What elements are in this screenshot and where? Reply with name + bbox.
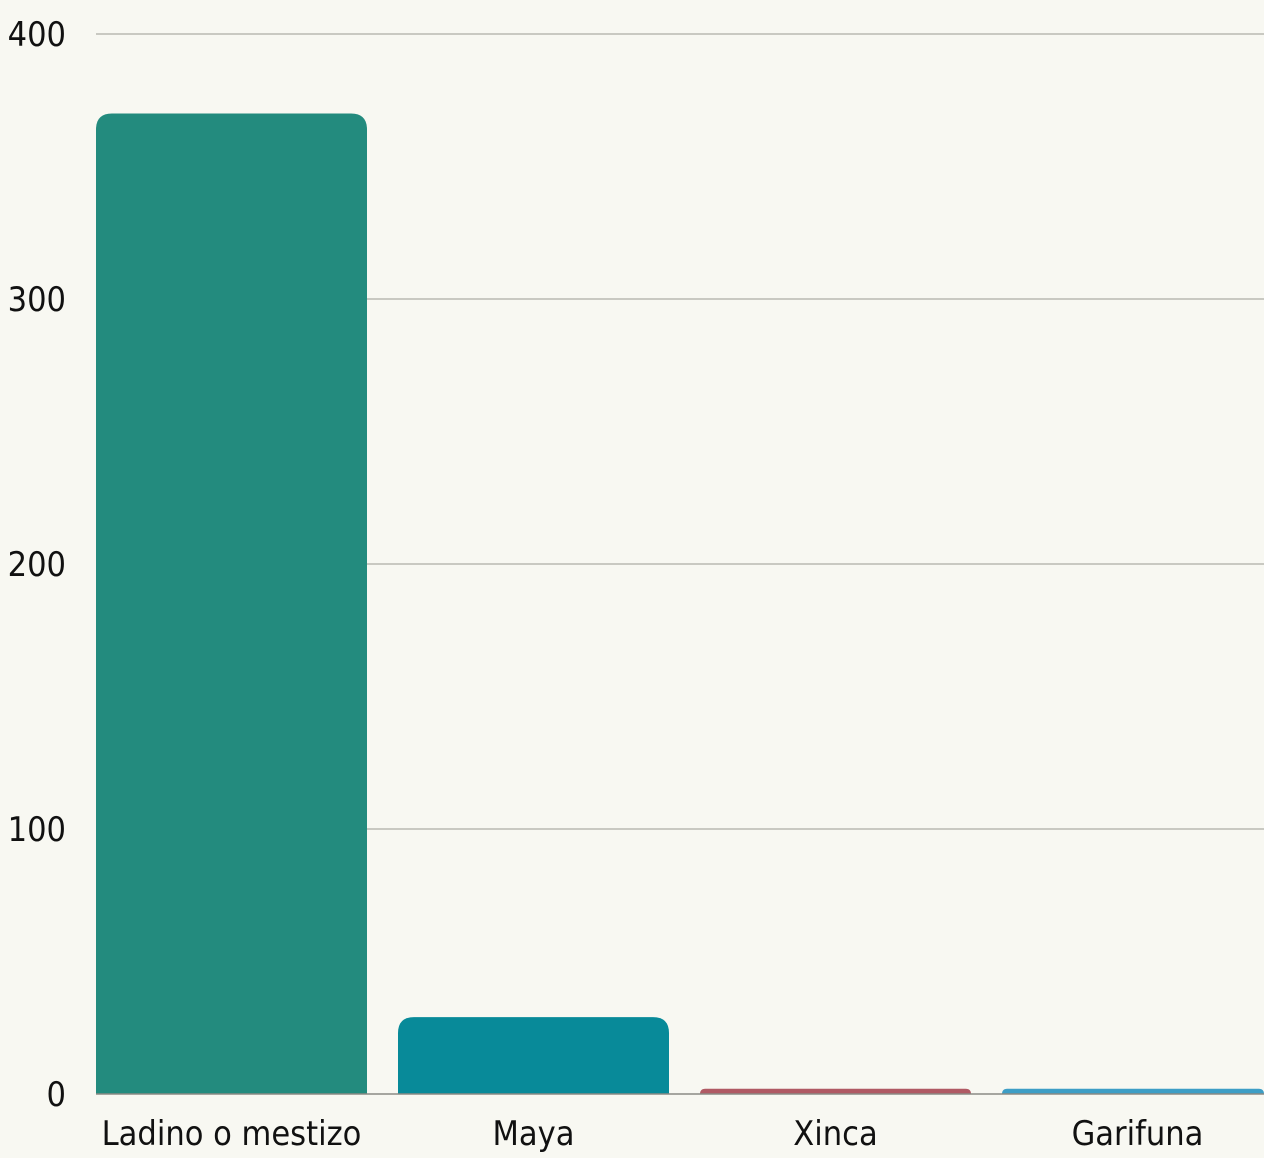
bars	[96, 113, 1264, 1094]
bar-garifuna	[1002, 1088, 1264, 1094]
y-tick-label: 200	[8, 545, 66, 585]
bar-xinca	[700, 1088, 971, 1094]
y-tick-label: 0	[47, 1075, 66, 1115]
x-tick-label: Ladino o mestizo	[102, 1114, 362, 1153]
y-axis: 0 100 200 300 400	[8, 15, 66, 1115]
x-tick-label: Maya	[493, 1114, 575, 1153]
y-tick-label: 100	[8, 810, 66, 850]
bar-ladino-o-mestizo	[96, 113, 367, 1094]
x-tick-label: Garifuna	[1072, 1114, 1204, 1153]
bar-maya	[398, 1017, 669, 1094]
y-tick-label: 300	[8, 280, 66, 320]
x-axis: Ladino o mestizo Maya Xinca Garifuna	[96, 1093, 1264, 1154]
y-tick-label: 400	[8, 15, 66, 55]
x-tick-label: Xinca	[793, 1114, 877, 1153]
